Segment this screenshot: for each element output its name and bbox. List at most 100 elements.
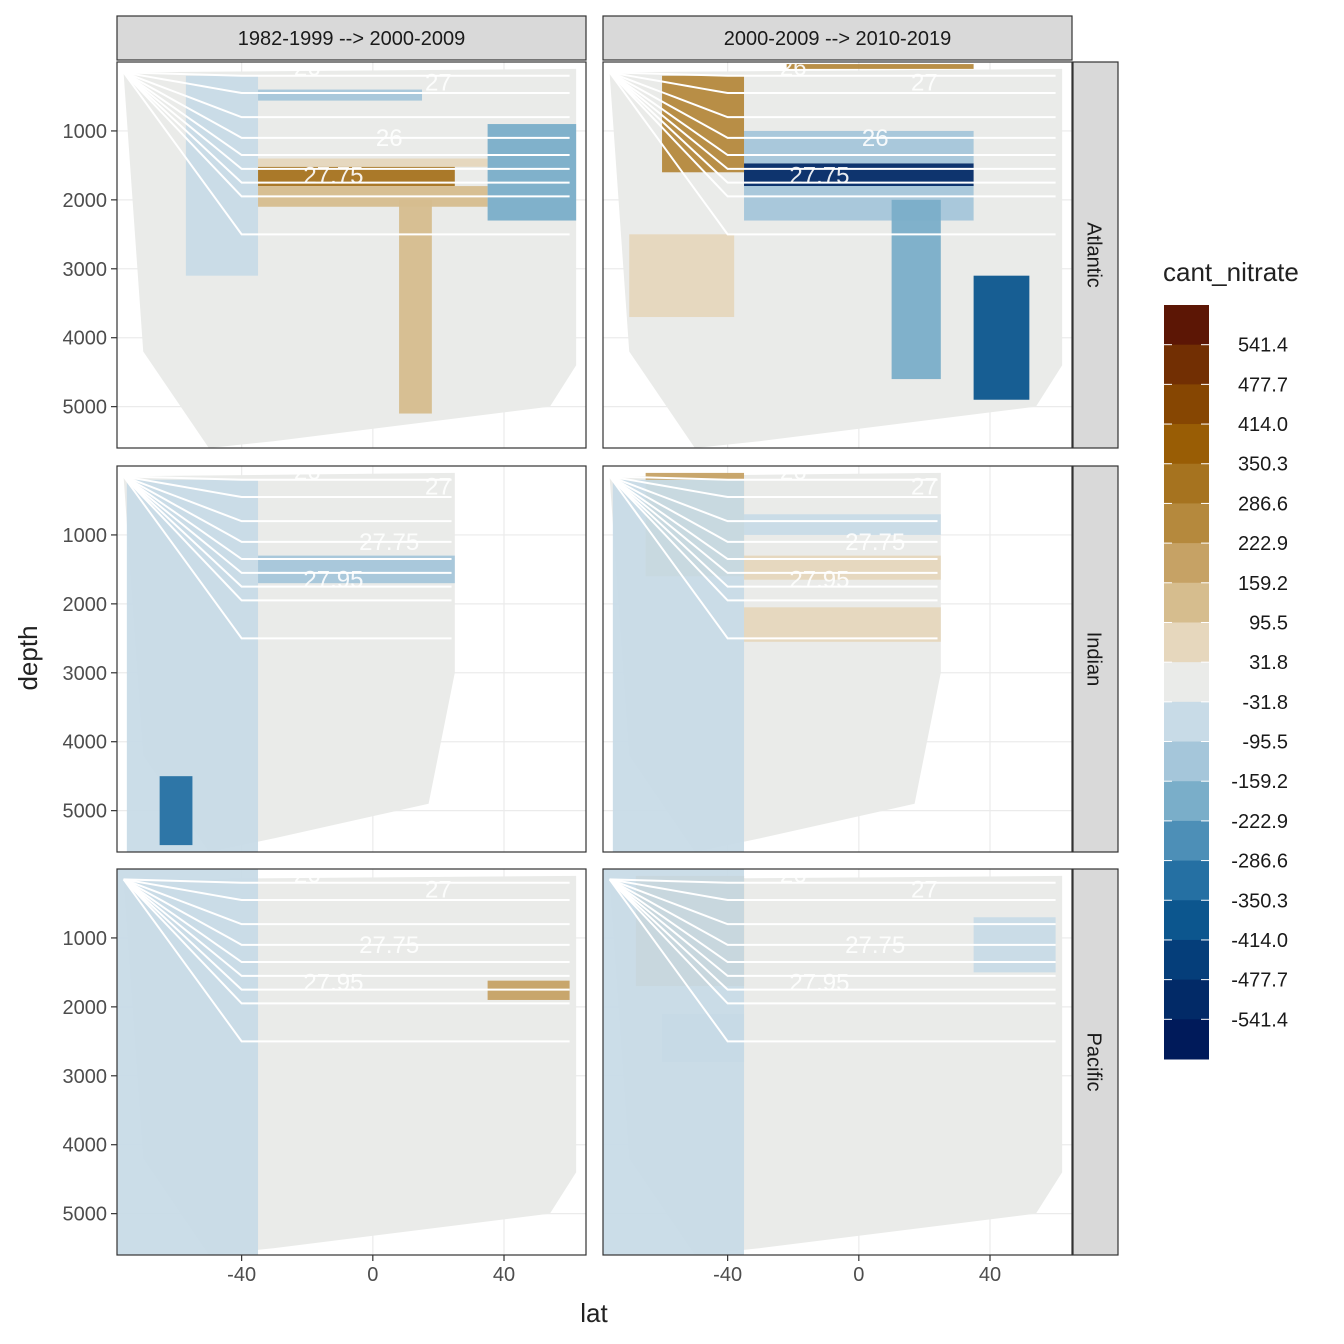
density-isoline xyxy=(123,475,452,543)
legend-label: 31.8 xyxy=(1249,652,1288,674)
panel-border xyxy=(116,465,587,853)
anomaly-cell xyxy=(258,166,455,187)
row-strip-label: Indian xyxy=(1083,632,1105,687)
contour-label: 27.95 xyxy=(303,567,363,594)
density-isoline xyxy=(609,71,1056,95)
density-isoline xyxy=(122,475,452,588)
contour-label: 27.75 xyxy=(359,932,419,959)
legend-label: 541.4 xyxy=(1238,335,1288,357)
legend-swatch xyxy=(1164,900,1209,941)
density-isoline xyxy=(608,475,938,602)
y-tick-label: 4000 xyxy=(63,1135,108,1157)
anomaly-cell xyxy=(399,199,432,414)
column-strip-box xyxy=(602,15,1073,61)
contour-label: 27 xyxy=(911,877,938,904)
legend-swatch xyxy=(1164,1019,1209,1060)
legend-title: cant_nitrate xyxy=(1163,257,1299,287)
column-strip-label: 1982-1999 --> 2000-2009 xyxy=(238,28,465,50)
contour-label: 26 xyxy=(294,459,321,486)
density-isoline xyxy=(609,71,1056,77)
density-isoline xyxy=(123,71,570,77)
y-tick-label: 1000 xyxy=(63,121,108,143)
y-tick-label: 1000 xyxy=(63,928,108,950)
y-axis-title: depth xyxy=(13,625,43,690)
row-strip-pacific: Pacific xyxy=(1072,868,1119,1256)
density-isoline xyxy=(122,71,570,236)
y-tick-label: 5000 xyxy=(63,397,108,419)
row-strip-atlantic: Atlantic xyxy=(1072,61,1119,449)
density-isoline xyxy=(123,878,570,946)
density-isoline xyxy=(122,878,570,964)
contour-label: 27.75 xyxy=(303,163,363,190)
legend-label: 350.3 xyxy=(1238,454,1288,476)
density-isoline xyxy=(608,71,1056,236)
density-isoline xyxy=(123,71,570,95)
legend-swatch xyxy=(1164,503,1209,544)
density-isoline xyxy=(122,878,570,977)
density-isoline xyxy=(122,475,452,602)
y-tick-label: 5000 xyxy=(63,1204,108,1226)
x-tick-label: 40 xyxy=(493,1264,515,1286)
density-isoline xyxy=(123,475,452,481)
contour-label: 27 xyxy=(425,877,452,904)
density-isoline xyxy=(609,71,1056,119)
legend-swatch xyxy=(1164,979,1209,1020)
x-tick-label: -40 xyxy=(713,1264,742,1286)
row-strip-box xyxy=(1072,61,1119,449)
column-strip-box xyxy=(116,15,587,61)
x-tick-label: 0 xyxy=(853,1264,864,1286)
legend-swatch xyxy=(1164,305,1209,346)
legend-swatch xyxy=(1164,622,1209,663)
density-isoline xyxy=(609,878,1056,946)
contour-label: 27.75 xyxy=(845,529,905,556)
density-isoline xyxy=(122,71,570,198)
panel-pacific-2: 26 27 27.75 27.95 xyxy=(602,862,1073,1256)
density-isoline xyxy=(608,475,938,640)
density-isoline xyxy=(123,878,570,884)
contour-label: 27 xyxy=(911,70,938,97)
density-isoline xyxy=(608,475,938,588)
density-isoline xyxy=(609,475,938,523)
density-isoline xyxy=(608,475,938,561)
row-strip-box xyxy=(1072,465,1119,853)
anomaly-cell xyxy=(258,555,455,584)
legend-label: 95.5 xyxy=(1249,612,1288,634)
anomaly-cell xyxy=(159,776,193,846)
legend-swatch xyxy=(1164,781,1209,822)
y-tick-label: 2000 xyxy=(63,594,108,616)
density-isoline xyxy=(608,71,1056,184)
contour-label: 27.75 xyxy=(789,163,849,190)
anomaly-cell xyxy=(973,275,1030,400)
y-tick-label: 4000 xyxy=(63,328,108,350)
y-tick-label: 2000 xyxy=(63,190,108,212)
density-isoline xyxy=(608,71,1056,170)
legend-swatch xyxy=(1164,384,1209,425)
density-isoline xyxy=(608,475,938,574)
density-isoline xyxy=(123,71,570,139)
facet-strips: Atlantic Indian Pacific 1982-1999 --> 2000-… xyxy=(116,15,1119,1256)
legend-label: -95.5 xyxy=(1242,732,1288,754)
anomaly-cell xyxy=(117,869,259,1255)
density-isoline xyxy=(123,71,570,119)
y-tick-label: 1000 xyxy=(63,525,108,547)
anomaly-cell xyxy=(258,89,423,101)
density-isoline xyxy=(609,475,938,499)
density-isoline xyxy=(608,71,1056,157)
legend-label: 414.0 xyxy=(1238,414,1288,436)
contour-label: 26 xyxy=(780,459,807,486)
legend-swatch xyxy=(1164,701,1209,743)
contour-label: 26 xyxy=(294,862,321,889)
anomaly-cell xyxy=(786,64,974,69)
legend-label: -31.8 xyxy=(1242,692,1288,714)
density-isoline xyxy=(608,878,1056,977)
legend-label: -477.7 xyxy=(1231,970,1288,992)
panel-pacific-1: 26 27 27.75 27.95 xyxy=(116,862,587,1256)
row-strip-indian: Indian xyxy=(1072,465,1119,853)
panels: 26 27 26 27.75 26 27 26 27.75 26 27 27.75 27.95 26 27… xyxy=(116,55,1073,1256)
y-tick-label: 3000 xyxy=(63,259,108,281)
legend-swatch xyxy=(1164,344,1209,385)
panel-indian-1: 26 27 27.75 27.95 xyxy=(116,459,587,853)
legend-label: -222.9 xyxy=(1231,811,1288,833)
